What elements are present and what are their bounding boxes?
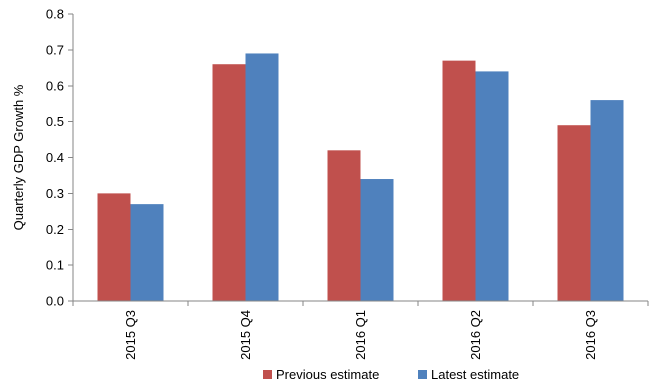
x-tick-label: 2016 Q1: [353, 310, 368, 360]
bar-previous-4: [557, 125, 591, 302]
x-axis-ticks: 2015 Q3 2015 Q4 2016 Q1 2016 Q2 2016 Q3: [72, 301, 649, 360]
x-tick-label: 2016 Q3: [583, 310, 598, 360]
x-tick-label: 2016 Q2: [468, 310, 483, 360]
bar-previous-1: [212, 64, 246, 301]
y-tick-label: 0.0: [46, 294, 64, 309]
y-axis-label: Quarterly GDP Growth %: [11, 84, 26, 230]
bar-latest-2: [360, 179, 394, 301]
legend: Previous estimate Latest estimate: [263, 367, 519, 382]
bar-previous-3: [442, 60, 476, 302]
x-tick-label: 2015 Q3: [123, 310, 138, 360]
y-tick-label: 0.2: [46, 222, 64, 237]
y-tick-label: 0.3: [46, 186, 64, 201]
legend-label-previous: Previous estimate: [276, 367, 379, 382]
y-tick-label: 0.7: [46, 42, 64, 57]
bar-previous-2: [327, 150, 361, 301]
legend-swatch-latest: [418, 370, 427, 379]
bar-previous-0: [97, 193, 131, 301]
bar-latest-4: [590, 100, 624, 301]
bar-latest-3: [475, 71, 509, 302]
y-tick-label: 0.8: [46, 7, 64, 22]
bar-latest-0: [130, 204, 164, 301]
bar-latest-1: [245, 53, 279, 302]
legend-label-latest: Latest estimate: [431, 367, 519, 382]
x-tick-label: 2015 Q4: [238, 310, 253, 360]
y-tick-label: 0.1: [46, 258, 64, 273]
bars: [97, 53, 624, 302]
legend-swatch-previous: [263, 370, 272, 379]
y-tick-label: 0.5: [46, 114, 64, 129]
y-axis-ticks: 0.0 0.1 0.2 0.3 0.4 0.5 0.6 0.7 0.8: [46, 7, 73, 309]
y-tick-label: 0.6: [46, 78, 64, 93]
y-tick-label: 0.4: [46, 150, 64, 165]
